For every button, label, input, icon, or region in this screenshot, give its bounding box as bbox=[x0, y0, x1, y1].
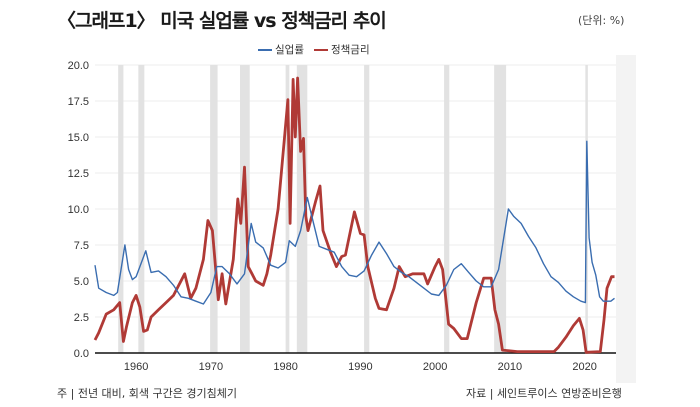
x-tick-label: 2000 bbox=[423, 361, 447, 373]
x-tick-label: 1960 bbox=[124, 361, 148, 373]
legend-swatch-policy-rate bbox=[313, 48, 328, 51]
y-tick-label: 5.0 bbox=[74, 276, 89, 288]
recession-band bbox=[494, 65, 507, 353]
x-tick-label: 2020 bbox=[572, 361, 596, 373]
legend-swatch-unemployment bbox=[258, 48, 272, 51]
y-tick-label: 15.0 bbox=[68, 132, 89, 144]
legend-label-policy-rate: 정책금리 bbox=[330, 44, 370, 56]
legend: 실업률 정책금리 bbox=[258, 42, 376, 57]
y-tick-label: 12.5 bbox=[68, 168, 89, 180]
x-tick-label: 1970 bbox=[199, 361, 223, 373]
source-note: 자료 | 세인트루이스 연방준비은행 bbox=[466, 387, 622, 400]
y-tick-label: 10.0 bbox=[68, 204, 89, 216]
legend-label-unemployment: 실업률 bbox=[275, 44, 304, 56]
plot-edge-shade bbox=[616, 55, 636, 383]
recession-band bbox=[210, 65, 218, 353]
y-tick-label: 2.5 bbox=[74, 312, 89, 324]
recession-band bbox=[118, 65, 124, 353]
recession-band bbox=[285, 65, 290, 353]
footnote: 주 | 전년 대비, 회색 구간은 경기침체기 bbox=[57, 387, 237, 400]
policy-rate-line bbox=[93, 76, 615, 354]
y-tick-label: 0.0 bbox=[74, 348, 89, 360]
chart-title: 〈그래프1〉 미국 실업률 vs 정책금리 추이 bbox=[57, 10, 387, 32]
x-tick-label: 1990 bbox=[348, 361, 372, 373]
y-tick-label: 7.5 bbox=[74, 240, 89, 252]
recession-band bbox=[296, 65, 308, 353]
legend-item-policy-rate: 정책금리 bbox=[313, 42, 370, 57]
recession-band bbox=[444, 65, 450, 353]
y-tick-label: 20.0 bbox=[68, 60, 89, 72]
unit-label: (단위: %) bbox=[578, 14, 625, 27]
x-tick-label: 1980 bbox=[273, 361, 297, 373]
x-tick-label: 2010 bbox=[498, 361, 522, 373]
legend-item-unemployment: 실업률 bbox=[258, 42, 304, 57]
recession-band bbox=[364, 65, 370, 353]
unemployment-line bbox=[94, 140, 615, 305]
y-tick-label: 17.5 bbox=[68, 96, 89, 108]
recession-band bbox=[138, 65, 145, 353]
